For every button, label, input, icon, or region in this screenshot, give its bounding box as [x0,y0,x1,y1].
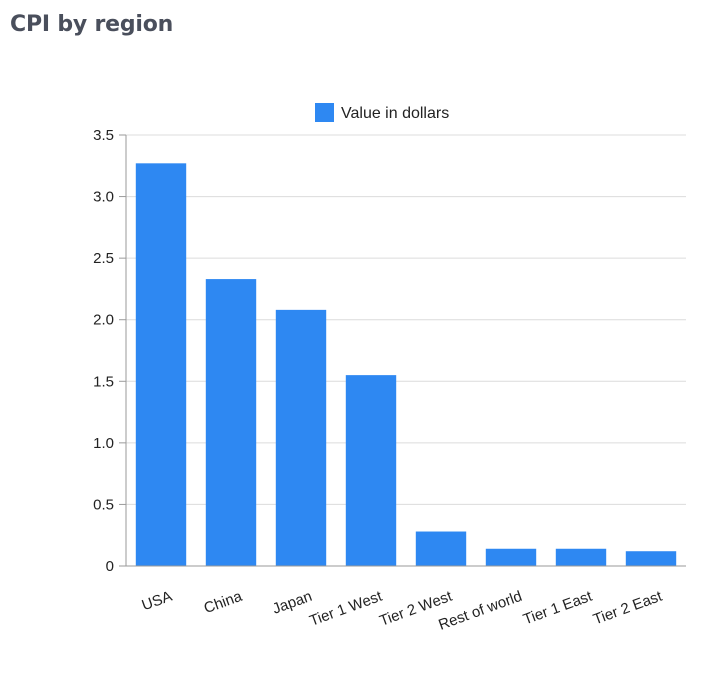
axes [125,135,686,567]
bar [205,279,257,566]
y-tick-label: 2.0 [93,312,114,329]
bar [275,309,327,566]
y-tick-label: 1.0 [93,435,114,452]
x-tick-label: USA [140,588,175,615]
y-tick-label: 0.5 [93,496,114,513]
legend-label: Value in dollars [341,105,449,122]
legend-swatch [315,103,334,122]
x-tick-label: Tier 2 East [591,587,665,628]
bar [135,163,187,566]
bar [485,548,537,566]
page-title: CPI by region [10,12,174,37]
bar [625,551,677,566]
bar [345,375,397,566]
y-axis-ticks: 0 0.5 1.0 1.5 2.0 2.5 3.0 3.5 [93,127,126,575]
x-tick-label: Tier 1 West [307,588,385,630]
legend: Value in dollars [315,103,449,122]
bars [135,163,677,566]
x-tick-label: China [202,588,245,618]
y-tick-label: 0 [106,558,114,575]
y-tick-label: 3.0 [93,189,114,206]
y-tick-label: 2.5 [93,250,114,267]
bar [415,531,467,566]
bar [555,548,607,566]
y-tick-label: 1.5 [93,373,114,390]
y-tick-label: 3.5 [93,127,114,144]
x-tick-label: Tier 1 East [521,587,595,628]
